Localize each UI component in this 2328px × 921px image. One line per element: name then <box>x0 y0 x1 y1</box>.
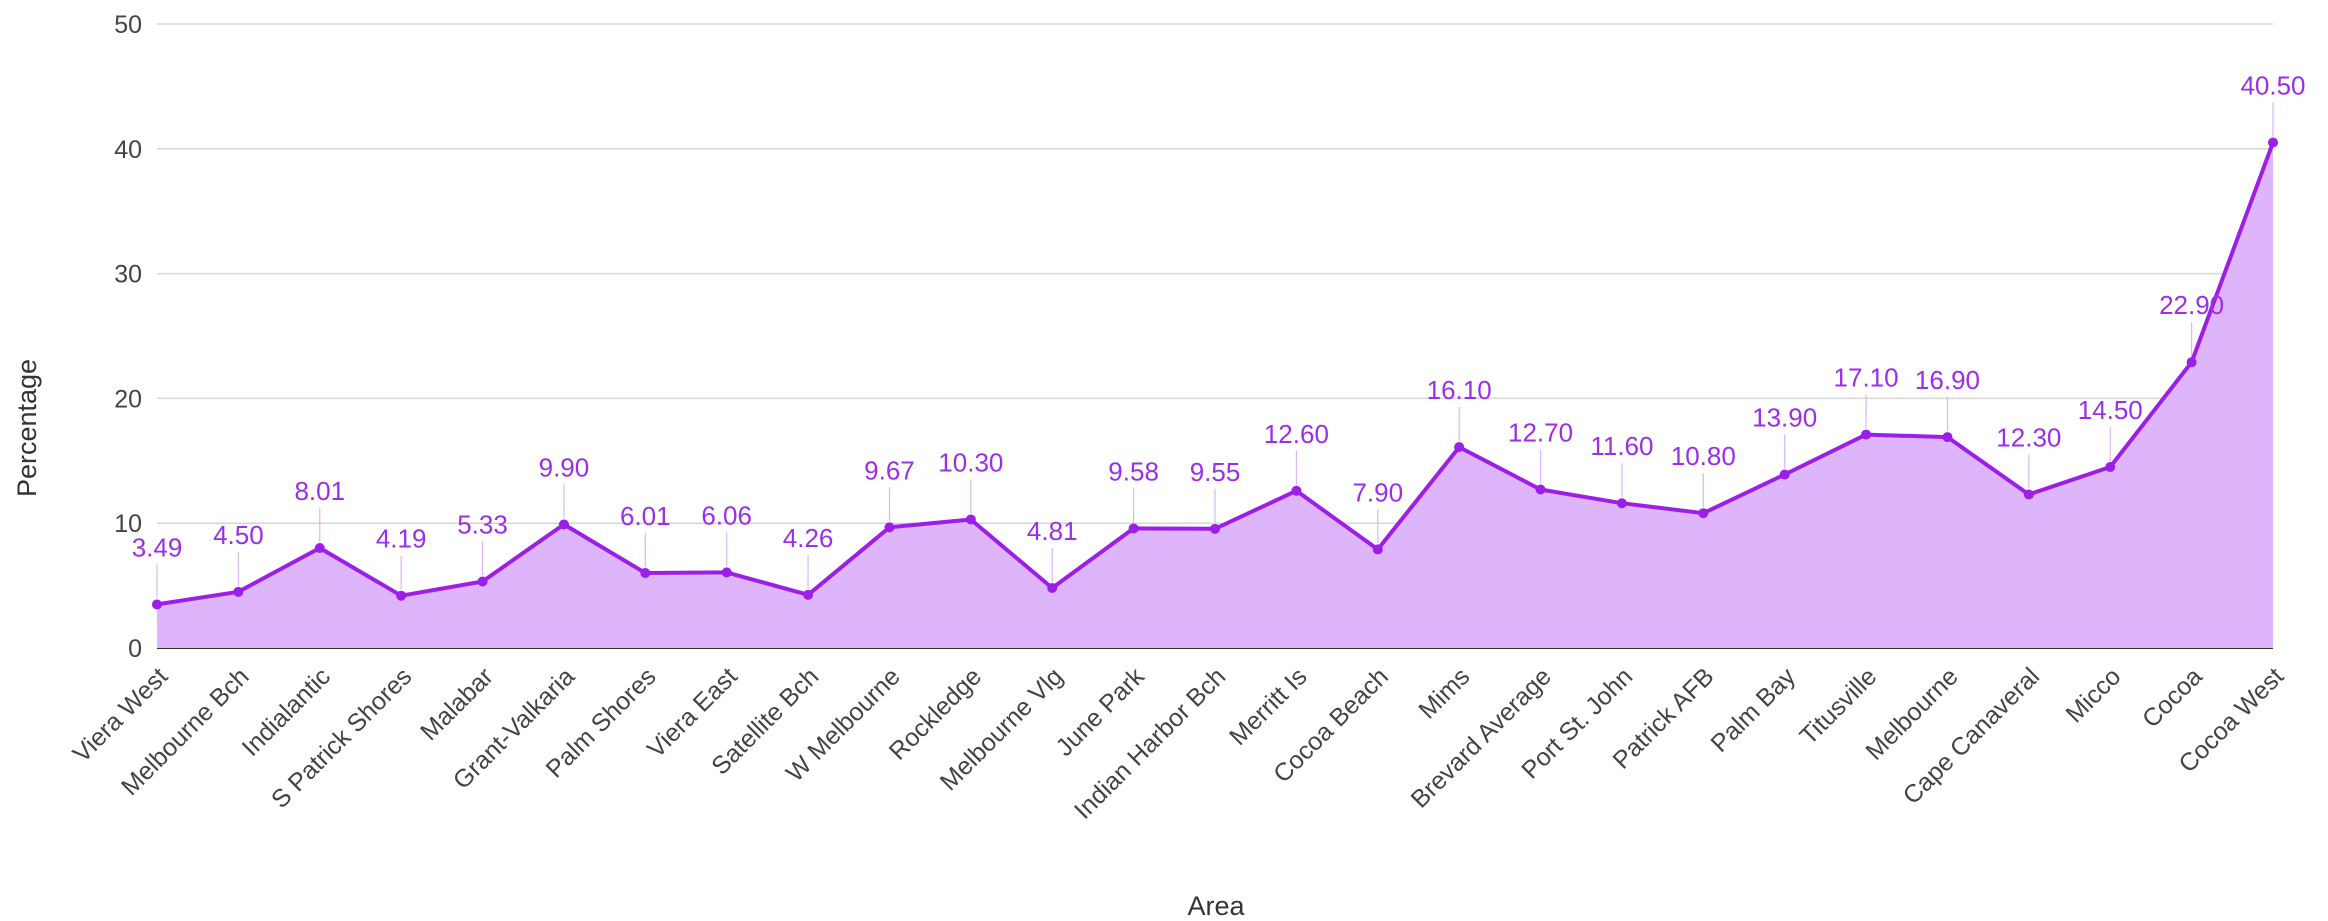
data-label: 9.90 <box>539 452 590 482</box>
data-label: 16.10 <box>1427 375 1492 405</box>
data-point <box>640 567 651 578</box>
data-point <box>1616 498 1627 509</box>
x-tick-label: Brevard Average <box>1406 662 1557 813</box>
data-label: 6.01 <box>620 501 671 531</box>
data-points <box>152 137 2278 610</box>
data-point <box>1942 432 1953 443</box>
y-tick-label: 0 <box>128 635 142 663</box>
data-point <box>1291 485 1302 496</box>
data-point <box>1861 429 1872 440</box>
data-label: 22.90 <box>2159 290 2224 320</box>
data-point <box>884 522 895 533</box>
data-label: 10.80 <box>1671 441 1736 471</box>
data-label: 17.10 <box>1834 363 1899 393</box>
data-label: 4.19 <box>376 524 427 554</box>
x-tick-label: Mims <box>1413 662 1475 724</box>
data-label: 7.90 <box>1352 477 1403 507</box>
data-point <box>558 519 569 530</box>
data-label: 9.55 <box>1190 457 1241 487</box>
data-point <box>1779 469 1790 480</box>
data-point <box>2105 462 2116 473</box>
data-label: 6.06 <box>701 500 752 530</box>
data-point <box>965 514 976 525</box>
data-label: 9.58 <box>1108 456 1159 486</box>
x-tick-label: S Patrick Shores <box>266 662 417 813</box>
x-tick-label: Malabar <box>415 662 499 746</box>
data-point <box>1454 442 1465 453</box>
data-point <box>1128 523 1139 534</box>
data-point <box>2023 489 2034 500</box>
data-point <box>1535 484 1546 495</box>
data-label: 3.49 <box>132 532 183 562</box>
data-label: 8.01 <box>294 476 345 506</box>
data-label: 12.30 <box>1996 422 2061 452</box>
data-label: 12.60 <box>1264 419 1329 449</box>
y-tick-label: 20 <box>114 385 142 413</box>
y-axis-ticks: 0 10 20 30 40 50 <box>114 11 142 663</box>
data-label: 4.81 <box>1027 516 1078 546</box>
data-label: 10.30 <box>938 447 1003 477</box>
area-fill <box>157 142 2273 648</box>
data-label: 14.50 <box>2078 395 2143 425</box>
data-label: 5.33 <box>457 509 508 539</box>
x-tick-label: Cape Canaveral <box>1898 662 2046 810</box>
y-tick-label: 10 <box>114 510 142 538</box>
data-labels: 3.49 4.50 8.01 4.19 5.33 9.90 6.01 6.06 4.26 9.67… <box>132 71 2306 563</box>
y-tick-label: 40 <box>114 136 142 164</box>
x-tick-label: Indian Harbor Bch <box>1069 662 1231 824</box>
data-label: 16.90 <box>1915 365 1980 395</box>
data-label: 4.26 <box>783 523 834 553</box>
data-label: 40.50 <box>2240 71 2305 101</box>
x-tick-label: Cocoa <box>2137 662 2208 733</box>
data-point <box>1698 508 1709 519</box>
data-point <box>396 590 407 601</box>
data-point <box>1047 582 1058 593</box>
data-point <box>2186 357 2197 368</box>
data-label: 9.67 <box>864 455 915 485</box>
data-point <box>2268 137 2278 148</box>
x-tick-label: Palm Bay <box>1705 662 1801 758</box>
data-point <box>1210 523 1220 534</box>
data-point <box>721 567 732 578</box>
data-point <box>152 599 162 610</box>
data-point <box>803 589 814 600</box>
x-axis-title: Area <box>1187 891 1245 921</box>
data-label: 4.50 <box>213 520 264 550</box>
data-point <box>233 586 244 597</box>
data-label: 12.70 <box>1508 418 1573 448</box>
data-point <box>1372 544 1383 555</box>
label-leaders <box>156 102 2274 599</box>
x-tick-label: Micco <box>2061 662 2127 728</box>
data-label: 11.60 <box>1590 431 1653 461</box>
y-tick-label: 50 <box>114 11 142 39</box>
data-point <box>477 576 488 587</box>
data-label: 13.90 <box>1752 403 1817 433</box>
data-point <box>314 543 325 554</box>
y-tick-label: 30 <box>114 261 142 289</box>
y-axis-title: Percentage <box>12 359 42 497</box>
